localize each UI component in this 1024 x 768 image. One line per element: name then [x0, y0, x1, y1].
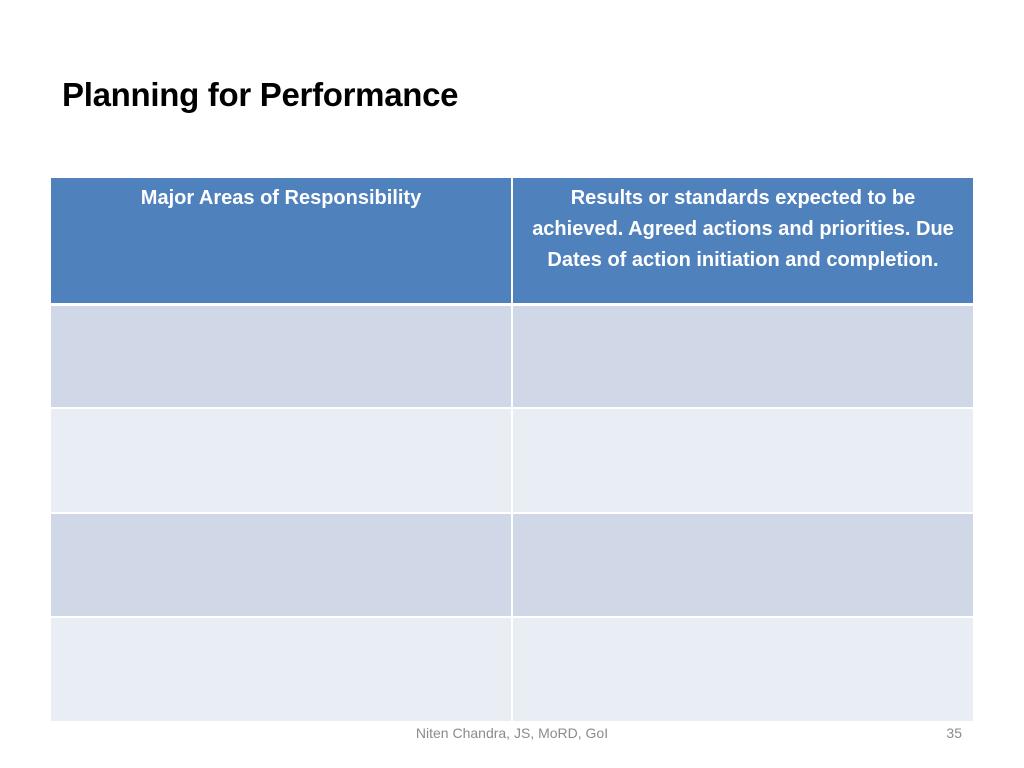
footer-author: Niten Chandra, JS, MoRD, GoI	[415, 725, 609, 741]
page-number: 35	[946, 725, 962, 741]
table-row	[51, 616, 973, 721]
table-cell	[512, 304, 973, 410]
table-cell	[51, 512, 513, 618]
table-cell	[512, 616, 973, 721]
responsibility-table: Major Areas of Responsibility Results or…	[51, 178, 973, 721]
table-row	[51, 408, 973, 514]
header-results-standards: Results or standards expected to be achi…	[512, 178, 973, 306]
table-cell	[51, 616, 513, 721]
slide-title: Planning for Performance	[62, 76, 459, 113]
table-cell	[51, 408, 513, 514]
responsibility-table-container: Major Areas of Responsibility Results or…	[51, 178, 973, 721]
table-header-row: Major Areas of Responsibility Results or…	[51, 178, 973, 306]
table-cell	[512, 512, 973, 618]
header-major-areas: Major Areas of Responsibility	[51, 178, 513, 306]
table-cell	[512, 408, 973, 514]
table-cell	[51, 304, 513, 410]
table-row	[51, 304, 973, 410]
table-row	[51, 512, 973, 618]
